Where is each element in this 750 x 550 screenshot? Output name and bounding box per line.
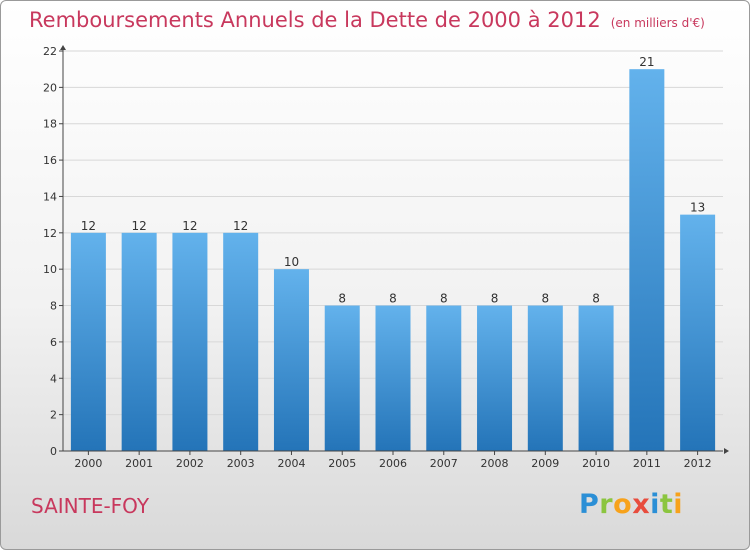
- x-tick-label: 2010: [582, 457, 610, 470]
- y-tick-label: 0: [50, 445, 57, 458]
- x-tick-label: 2002: [176, 457, 204, 470]
- brand-letter: x: [632, 489, 651, 520]
- brand-letter: r: [599, 489, 614, 520]
- data-label: 8: [338, 292, 346, 306]
- y-tick-label: 22: [43, 45, 57, 58]
- data-label: 13: [690, 201, 705, 215]
- data-label: 12: [182, 219, 197, 233]
- bar: [273, 269, 309, 451]
- bar: [477, 305, 513, 451]
- y-tick-label: 8: [50, 300, 57, 313]
- x-tick-label: 2001: [125, 457, 153, 470]
- chart-unit: (en milliers d'€): [610, 16, 705, 30]
- commune-name: SAINTE-FOY: [31, 494, 150, 518]
- y-tick-label: 6: [50, 336, 57, 349]
- data-label: 8: [541, 292, 549, 306]
- bar: [426, 305, 462, 451]
- brand-letter: i: [673, 489, 684, 520]
- y-tick-label: 4: [50, 372, 57, 385]
- bar: [223, 232, 259, 451]
- data-label: 12: [81, 219, 96, 233]
- data-label: 21: [639, 55, 654, 69]
- data-label: 12: [132, 219, 147, 233]
- bar: [172, 232, 208, 451]
- y-axis-arrow: [60, 45, 66, 50]
- brand-logo: Proxiti: [579, 489, 683, 520]
- x-tick-label: 2007: [430, 457, 458, 470]
- data-label: 10: [284, 255, 299, 269]
- y-tick-label: 12: [43, 227, 57, 240]
- bar: [680, 214, 716, 451]
- chart-title: Remboursements Annuels de la Dette de 20…: [29, 8, 705, 32]
- data-label: 8: [440, 292, 448, 306]
- x-axis-arrow: [724, 448, 729, 454]
- x-tick-label: 2009: [531, 457, 559, 470]
- bar: [629, 69, 665, 451]
- y-tick-label: 2: [50, 409, 57, 422]
- bar: [527, 305, 563, 451]
- bars: [70, 69, 716, 451]
- axes: [59, 45, 729, 455]
- bar: [70, 232, 106, 451]
- brand-letter: P: [579, 489, 600, 520]
- x-tick-label: 2008: [481, 457, 509, 470]
- brand-letter: i: [650, 489, 660, 520]
- y-tick-label: 16: [43, 154, 57, 167]
- y-tick-label: 14: [43, 190, 57, 203]
- bar: [121, 232, 157, 451]
- data-label: 8: [592, 292, 600, 306]
- data-label: 8: [389, 292, 397, 306]
- x-tick-label: 2003: [227, 457, 255, 470]
- x-tick-label: 2000: [74, 457, 102, 470]
- data-label: 8: [491, 292, 499, 306]
- bar: [578, 305, 614, 451]
- chart-title-text: Remboursements Annuels de la Dette de 20…: [29, 8, 601, 32]
- y-tick-label: 18: [43, 118, 57, 131]
- bar: [375, 305, 411, 451]
- x-tick-label: 2012: [684, 457, 712, 470]
- data-label: 12: [233, 219, 248, 233]
- labels: 0 2 4 6 8 10 12 14 16 18 20 22 12 2000 12 2001 12 2002 12 2…: [43, 45, 712, 470]
- x-tick-label: 2006: [379, 457, 407, 470]
- x-tick-label: 2005: [328, 457, 356, 470]
- bar: [324, 305, 360, 451]
- brand-letter: o: [613, 489, 633, 520]
- x-tick-label: 2004: [277, 457, 305, 470]
- y-tick-label: 10: [43, 263, 57, 276]
- brand-letter: t: [659, 489, 674, 520]
- y-tick-label: 20: [43, 81, 57, 94]
- x-tick-label: 2011: [633, 457, 661, 470]
